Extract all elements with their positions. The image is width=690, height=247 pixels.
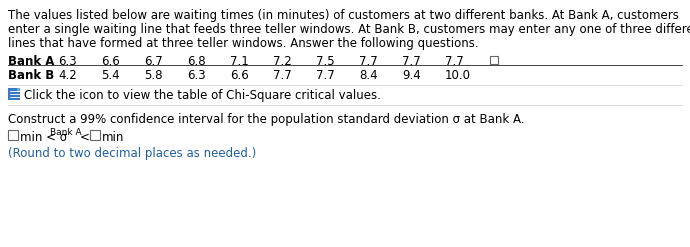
Text: 7.7: 7.7 [359,55,377,68]
Text: 9.4: 9.4 [402,69,421,82]
Text: 6.6: 6.6 [230,69,249,82]
Text: min < σ: min < σ [20,131,67,144]
Text: 6.7: 6.7 [144,55,163,68]
Text: Bank A: Bank A [8,55,55,68]
Text: 10.0: 10.0 [445,69,471,82]
Text: 7.1: 7.1 [230,55,249,68]
Text: 7.5: 7.5 [316,55,335,68]
Text: Bank B: Bank B [8,69,55,82]
FancyBboxPatch shape [490,56,498,64]
FancyBboxPatch shape [17,88,20,92]
Text: 7.7: 7.7 [445,55,464,68]
Text: 7.7: 7.7 [273,69,292,82]
Text: The values listed below are waiting times (in minutes) of customers at two diffe: The values listed below are waiting time… [8,9,679,22]
Text: 6.3: 6.3 [58,55,77,68]
FancyBboxPatch shape [90,130,100,140]
Text: min: min [102,131,124,144]
Text: 4.2: 4.2 [58,69,77,82]
Text: 6.8: 6.8 [187,55,206,68]
FancyBboxPatch shape [8,88,20,100]
Text: 6.6: 6.6 [101,55,120,68]
Text: Bank A: Bank A [50,128,81,137]
Text: <: < [80,131,90,144]
Text: 8.4: 8.4 [359,69,377,82]
Text: 7.7: 7.7 [402,55,421,68]
Text: (Round to two decimal places as needed.): (Round to two decimal places as needed.) [8,147,256,160]
Text: enter a single waiting line that feeds three teller windows. At Bank B, customer: enter a single waiting line that feeds t… [8,23,690,36]
Text: 7.7: 7.7 [316,69,335,82]
Text: lines that have formed at three teller windows. Answer the following questions.: lines that have formed at three teller w… [8,37,479,50]
FancyBboxPatch shape [8,130,18,140]
Text: 6.3: 6.3 [187,69,206,82]
Text: Click the icon to view the table of Chi-Square critical values.: Click the icon to view the table of Chi-… [24,89,381,102]
Text: Construct a 99% confidence interval for the population standard deviation σ at B: Construct a 99% confidence interval for … [8,113,524,126]
Text: 7.2: 7.2 [273,55,292,68]
Text: 5.8: 5.8 [144,69,163,82]
Text: 5.4: 5.4 [101,69,119,82]
